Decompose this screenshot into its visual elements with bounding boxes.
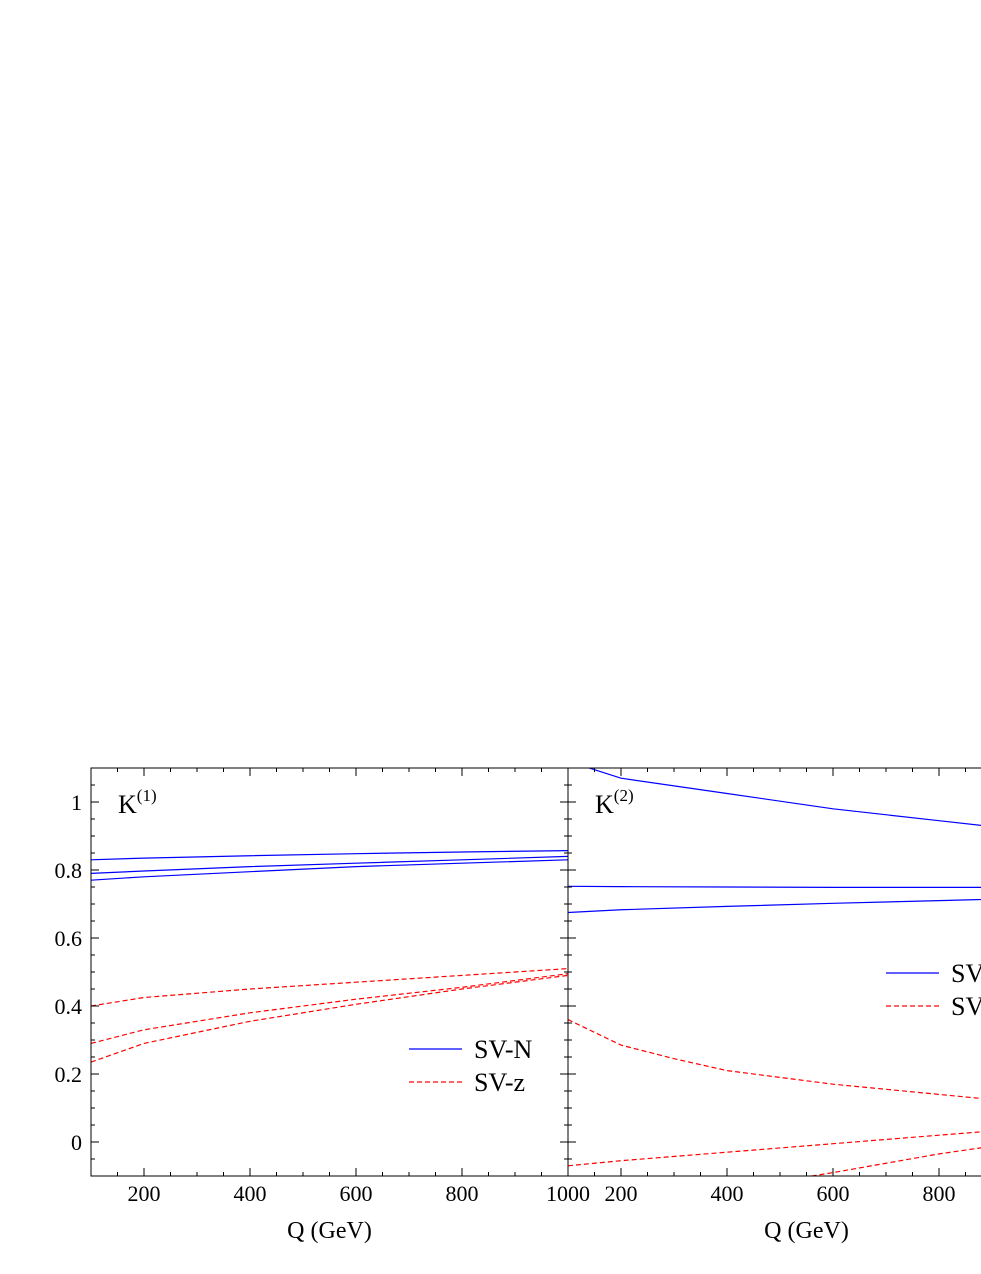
- legend-label: SV-N: [951, 959, 981, 988]
- series-line-sv-z-4: [568, 1019, 981, 1100]
- legend: SV-N SV-z: [409, 1035, 533, 1097]
- x-tick-label: 800: [446, 1181, 479, 1206]
- series-line-sv-n-3: [568, 898, 981, 914]
- series-group: [568, 768, 981, 1176]
- y-tick-label: 0.2: [55, 1062, 83, 1087]
- panel-label: K(2): [595, 786, 634, 819]
- panel-label: K(1): [118, 786, 157, 819]
- legend-label: SV-N: [474, 1035, 533, 1064]
- y-tick-label: 1: [71, 790, 82, 815]
- legend: SV-N SV-z: [886, 959, 981, 1021]
- series-line-sv-n-1: [91, 850, 568, 861]
- series-line-sv-z-5: [91, 973, 568, 1044]
- x-tick-label: 1000: [546, 1181, 590, 1206]
- y-tick-label: 0.8: [55, 858, 83, 883]
- series-line-sv-n-3: [91, 859, 568, 881]
- series-line-sv-z-6: [808, 1147, 981, 1176]
- plot-frame: [90, 767, 569, 1177]
- y-tick-label: 0: [71, 1130, 82, 1155]
- series-group: [91, 850, 568, 1063]
- series-line-sv-z-5: [568, 1131, 981, 1167]
- x-tick-label: 400: [234, 1181, 267, 1206]
- series-line-sv-n-2: [91, 855, 568, 874]
- x-tick-label: 800: [923, 1181, 956, 1206]
- x-axis-label: Q (GeV): [764, 1218, 849, 1244]
- x-tick-label: 600: [817, 1181, 850, 1206]
- y-tick-label: 0.6: [55, 926, 83, 951]
- series-line-sv-z-4: [91, 968, 568, 1007]
- legend-label: SV-z: [474, 1068, 525, 1097]
- plot-frame: [567, 767, 981, 1177]
- legend-label: SV-z: [951, 992, 981, 1021]
- series-line-sv-n-1: [587, 768, 981, 827]
- x-tick-label: 200: [605, 1181, 638, 1206]
- series-line-sv-z-6: [91, 974, 568, 1063]
- series-line-sv-n-2: [568, 885, 981, 888]
- chart-panel-2: 2004006008001000Q (GeV)K(2)SV-NSV-z: [567, 767, 981, 1244]
- chart-panel-1: 200 400 600 800 1000 0 0.2 0.4 0.6 0.8 1 Q (GeV) K(1…: [55, 767, 590, 1244]
- x-tick-label: 200: [128, 1181, 161, 1206]
- x-tick-label: 400: [711, 1181, 744, 1206]
- x-tick-label: 600: [340, 1181, 373, 1206]
- x-axis-label: Q (GeV): [287, 1218, 372, 1244]
- y-tick-label: 0.4: [55, 994, 83, 1019]
